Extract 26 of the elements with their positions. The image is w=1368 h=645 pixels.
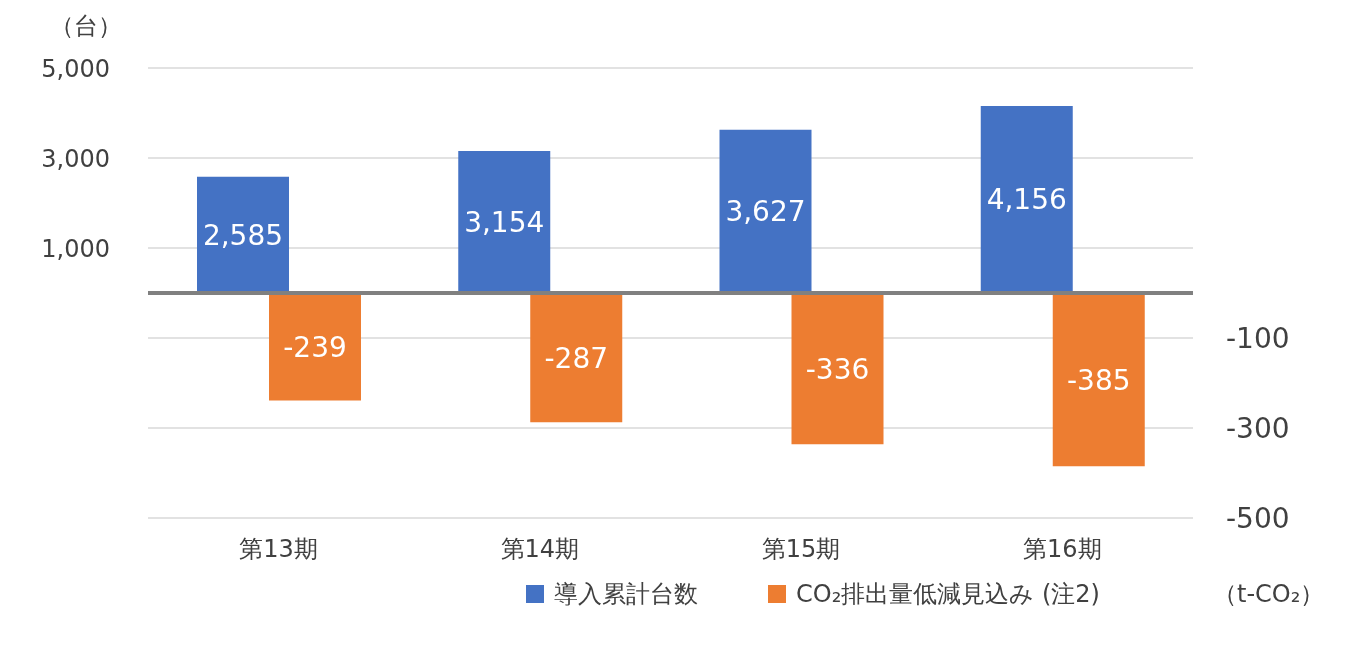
x-tick-label: 第16期 — [1023, 535, 1102, 564]
legend-label: 導入累計台数 — [554, 579, 699, 610]
y-tick-label: 1,000 — [41, 234, 110, 263]
data-label: 2,585 — [202, 218, 284, 252]
data-label: -239 — [283, 330, 347, 364]
y2-axis-title: （t-CO₂） — [1213, 579, 1325, 610]
data-label: -336 — [805, 352, 870, 386]
bar — [458, 151, 551, 293]
data-label: 3,154 — [464, 205, 545, 239]
legend-label: CO₂排出量低減見込み (注2) — [796, 579, 1100, 610]
y2-tick-label: -300 — [1226, 411, 1290, 445]
x-tick-label: 第13期 — [239, 535, 318, 564]
data-label: 3,627 — [725, 195, 806, 229]
x-tick-label: 第14期 — [500, 535, 580, 564]
x-tick-label: 第15期 — [761, 535, 841, 564]
y-axis-title: （台） — [50, 11, 122, 42]
y2-tick-label: -100 — [1226, 321, 1290, 355]
y-tick-label: 5,000 — [41, 54, 110, 83]
bar — [197, 176, 289, 293]
bar — [719, 129, 812, 293]
data-label: 4,156 — [986, 183, 1067, 217]
data-label: -385 — [1066, 363, 1131, 397]
data-label: -287 — [544, 341, 609, 375]
y-tick-label: 3,000 — [41, 144, 110, 173]
bar — [980, 105, 1073, 293]
y2-tick-label: -500 — [1226, 501, 1290, 535]
